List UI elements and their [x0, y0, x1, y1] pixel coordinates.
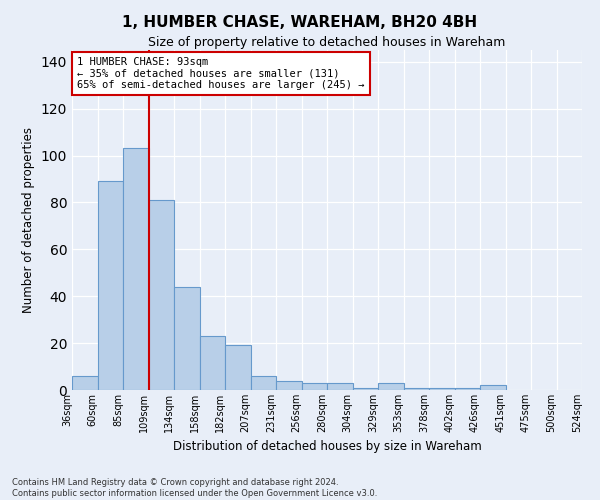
Bar	[429, 388, 455, 390]
Bar	[97, 182, 123, 390]
Bar	[251, 376, 276, 390]
Text: Contains HM Land Registry data © Crown copyright and database right 2024.
Contai: Contains HM Land Registry data © Crown c…	[12, 478, 377, 498]
Bar	[480, 386, 505, 390]
Bar	[225, 346, 251, 390]
Bar	[378, 383, 404, 390]
Bar	[123, 148, 149, 390]
Bar	[72, 376, 97, 390]
Y-axis label: Number of detached properties: Number of detached properties	[22, 127, 35, 313]
Bar	[455, 388, 480, 390]
Bar	[199, 336, 225, 390]
Bar	[404, 388, 429, 390]
Bar	[327, 383, 353, 390]
Title: Size of property relative to detached houses in Wareham: Size of property relative to detached ho…	[148, 36, 506, 49]
Bar	[149, 200, 174, 390]
Bar	[276, 380, 302, 390]
Bar	[353, 388, 378, 390]
X-axis label: Distribution of detached houses by size in Wareham: Distribution of detached houses by size …	[173, 440, 481, 454]
Bar	[302, 383, 327, 390]
Text: 1 HUMBER CHASE: 93sqm
← 35% of detached houses are smaller (131)
65% of semi-det: 1 HUMBER CHASE: 93sqm ← 35% of detached …	[77, 57, 365, 90]
Bar	[174, 287, 199, 390]
Text: 1, HUMBER CHASE, WAREHAM, BH20 4BH: 1, HUMBER CHASE, WAREHAM, BH20 4BH	[122, 15, 478, 30]
